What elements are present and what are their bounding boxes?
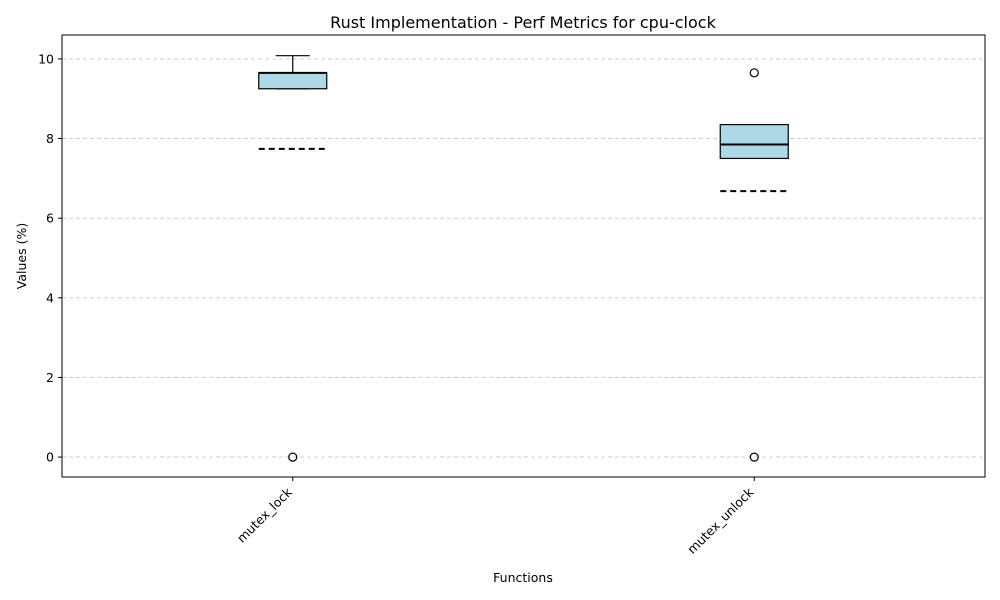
chart-title: Rust Implementation - Perf Metrics for c… [330, 13, 716, 32]
outlier-point [749, 452, 759, 462]
x-axis: mutex_lock mutex_unlock [234, 477, 757, 557]
y-tick-label: 4 [46, 290, 54, 305]
y-tick-label: 10 [38, 51, 54, 66]
y-tick-label: 8 [46, 131, 54, 146]
y-axis-label: Values (%) [14, 223, 29, 289]
boxes [258, 55, 789, 462]
y-tick-label: 2 [46, 370, 54, 385]
y-tick-label: 0 [46, 450, 54, 465]
grid [62, 58, 985, 458]
y-axis: 0 2 4 6 8 10 [38, 51, 62, 465]
outlier-point [288, 452, 298, 462]
x-tick-label: mutex_lock [234, 484, 296, 546]
y-tick-label: 6 [46, 211, 54, 226]
plot-frame [61, 34, 986, 478]
box [719, 123, 789, 160]
box-group-mutex-lock [258, 55, 328, 462]
box [258, 72, 328, 90]
box-group-mutex-unlock [719, 68, 789, 462]
x-tick-label: mutex_unlock [684, 484, 757, 557]
x-axis-label: Functions [493, 570, 553, 585]
outlier-point [749, 68, 759, 78]
